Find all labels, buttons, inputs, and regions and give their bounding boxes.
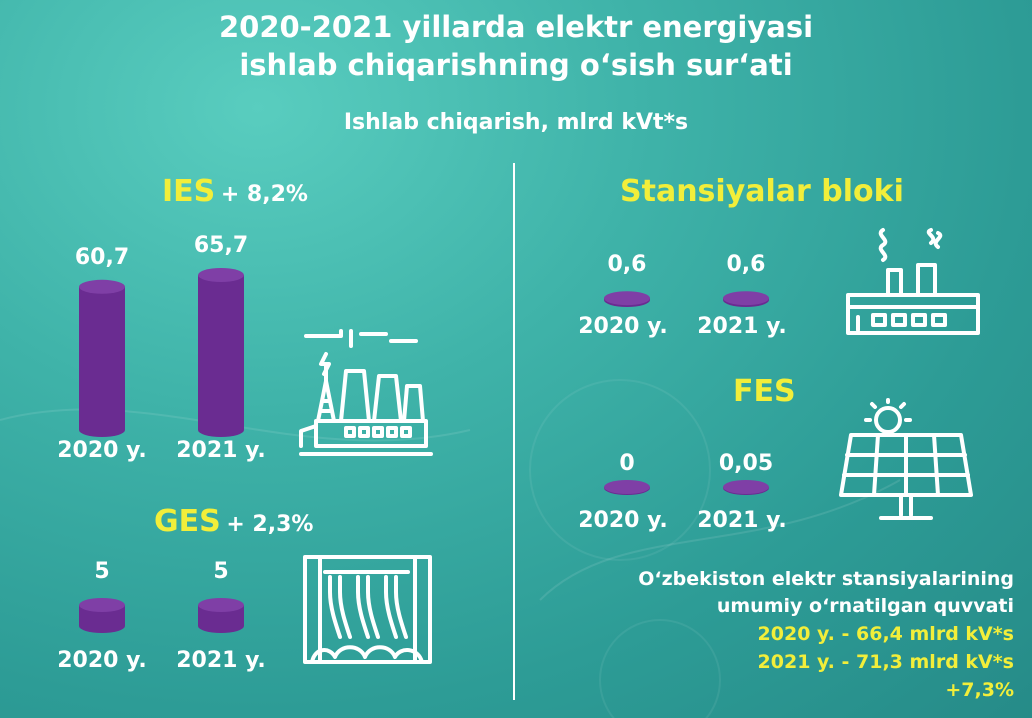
ies-value-label-2020: 60,7 — [74, 244, 130, 270]
fes-bar-2021-top — [723, 480, 769, 494]
blk-bar-2021 — [723, 291, 769, 307]
ges-title: GES — [154, 504, 221, 539]
ges-category-2020: 2020 y. — [57, 648, 147, 673]
blok-category-2021: 2021 y. — [697, 314, 787, 339]
ges-bar-2020 — [79, 598, 125, 633]
thermal-power-plant-icon — [299, 329, 433, 456]
ies-bar-2021-body — [198, 275, 244, 437]
factory-icon — [846, 228, 980, 335]
capacity-note-2020: 2020 y. - 66,4 mlrd kV*s — [757, 623, 1014, 645]
blok-category-2020: 2020 y. — [578, 314, 668, 339]
ges-value-label-2021: 5 — [213, 559, 229, 584]
fes-value-label-2021: 0,05 — [718, 451, 774, 476]
fes-value-label-2020: 0 — [619, 451, 635, 476]
fes-bar-2020-top — [604, 480, 650, 494]
ies-change: + 8,2% — [220, 182, 308, 207]
ies-title: IES — [162, 174, 216, 209]
ies-bar-2021-top — [198, 268, 244, 282]
ges-bar-2021 — [198, 598, 244, 633]
capacity-note-line-2: umumiy o‘rnatilgan quvvati — [716, 595, 1014, 617]
ges-category-2021: 2021 y. — [176, 648, 266, 673]
fes-category-2021: 2021 y. — [697, 508, 787, 533]
hydro-power-plant-icon — [303, 555, 432, 664]
ies-heading: IES + 8,2% — [162, 174, 308, 209]
ies-bar-2020-top — [79, 279, 125, 294]
ges-value-label-2020: 5 — [94, 559, 110, 584]
capacity-note-line-1: O‘zbekiston elektr stansiyalarining — [638, 568, 1014, 590]
chart-title-line-2: ishlab chiqarishning o‘sish sur‘ati — [239, 48, 793, 82]
fes-bar-2021 — [723, 480, 769, 495]
ies-bar-2020-body — [79, 286, 125, 437]
ges-bar-2021-top — [198, 598, 244, 612]
ies-category-2020: 2020 y. — [57, 438, 147, 463]
center-divider — [513, 163, 515, 700]
ges-bar-area — [79, 598, 244, 633]
ies-bar-2021 — [198, 268, 244, 437]
blok-value-label-2020: 0,6 — [607, 252, 647, 278]
ges-bar-2020-top — [79, 598, 125, 612]
capacity-note-2021: 2021 y. - 71,3 mlrd kV*s — [757, 651, 1014, 673]
blok-bar-area — [604, 291, 769, 307]
ies-value-label-2021: 65,7 — [193, 233, 249, 258]
ies-category-2021: 2021 y. — [176, 438, 266, 463]
ges-bar-2021-body — [198, 605, 244, 633]
solar-panel-icon — [839, 398, 973, 520]
blk-bar-2020-top — [604, 291, 650, 306]
ges-change: + 2,3% — [226, 512, 314, 537]
fes-bar-2020 — [604, 480, 650, 495]
ies-bar-2020 — [79, 279, 125, 437]
fes-title: FES — [733, 374, 796, 409]
blk-bar-2021-top — [723, 291, 769, 306]
blok-value-label-2021: 0,6 — [726, 252, 766, 278]
capacity-note-growth: +7,3% — [945, 679, 1014, 701]
chart-subtitle: Ishlab chiqarish, mlrd kVt*s — [343, 110, 689, 135]
ges-bar-2020-body — [79, 605, 125, 633]
fes-bar-area — [604, 480, 769, 495]
ies-bar-area — [79, 268, 244, 437]
ges-heading: GES + 2,3% — [154, 504, 313, 539]
blk-bar-2020 — [604, 291, 650, 307]
fes-category-2020: 2020 y. — [578, 508, 668, 533]
stansiyalar-bloki-title: Stansiyalar bloki — [620, 174, 904, 209]
chart-title-line-1: 2020-2021 yillarda elektr energiyasi — [218, 10, 814, 44]
